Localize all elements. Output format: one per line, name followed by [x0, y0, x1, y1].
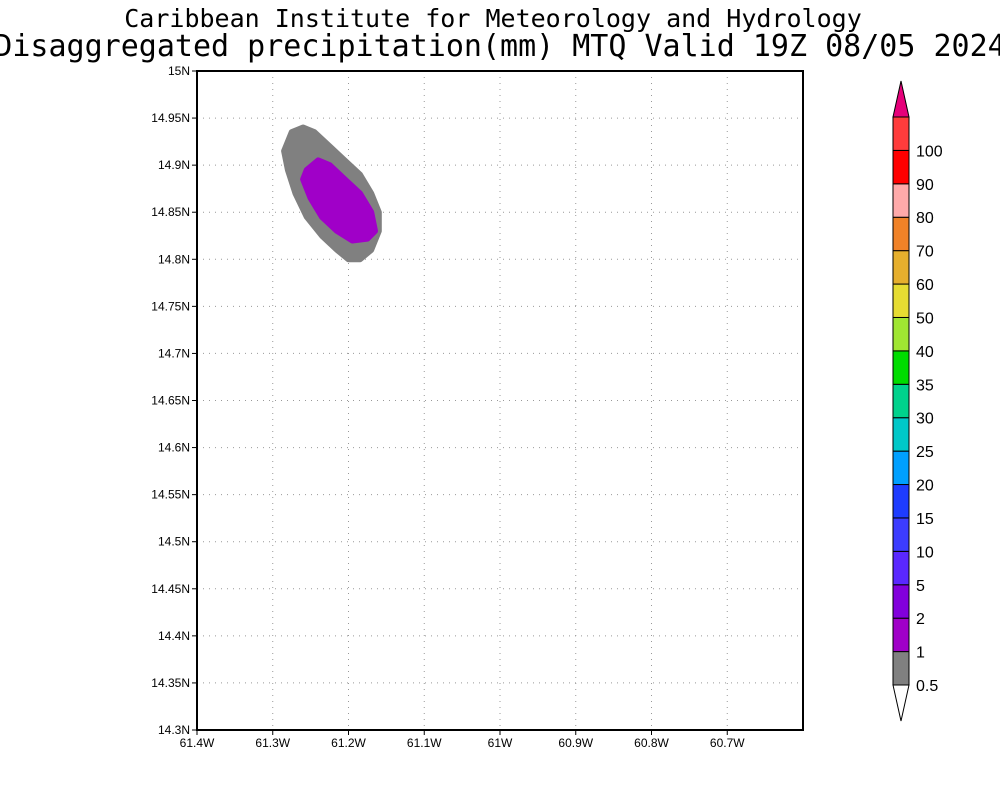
colorbar-label: 0.5	[916, 678, 938, 695]
colorbar-bin	[892, 316, 910, 352]
colorbar-label: 80	[916, 210, 934, 227]
y-tick-label: 14.75N	[151, 299, 190, 313]
y-tick-label: 14.8N	[158, 252, 190, 266]
y-tick-label: 14.3N	[158, 723, 190, 737]
colorbar-bin	[892, 450, 910, 486]
colorbar-bin	[892, 651, 910, 686]
colorbar-label: 5	[916, 578, 925, 595]
colorbar-label: 40	[916, 344, 934, 361]
colorbar-over-arrow	[892, 80, 910, 118]
y-tick-label: 14.7N	[158, 346, 190, 360]
y-tick-label: 14.55N	[151, 488, 190, 502]
colorbar-label: 50	[916, 310, 934, 327]
colorbar-bin	[892, 283, 910, 318]
colorbar-label: 2	[916, 611, 925, 628]
title-line-2: Disaggregated precipitation(mm) MTQ Vali…	[0, 29, 1000, 64]
y-tick-label: 14.6N	[158, 441, 190, 455]
y-tick-label: 14.65N	[151, 394, 190, 408]
colorbar-bin	[892, 383, 910, 419]
title-line-1: Caribbean Institute for Meteorology and …	[124, 4, 862, 33]
colorbar-bin	[892, 216, 910, 252]
colorbar-bin	[892, 484, 910, 519]
colorbar-bin	[892, 149, 910, 185]
x-tick-label: 61.4W	[180, 736, 215, 750]
colorbar-label: 30	[916, 411, 934, 428]
colorbar-label: 10	[916, 544, 934, 561]
colorbar-bin	[892, 550, 910, 586]
y-tick-label: 14.9N	[158, 158, 190, 172]
y-axis-ticks: 14.3N 14.35N 14.4N 14.45N 14.5N 14.55N 14.6N 14…	[151, 64, 197, 737]
colorbar-label: 1	[916, 645, 925, 662]
colorbar-bin	[892, 116, 910, 151]
x-tick-label: 60.9W	[558, 736, 593, 750]
x-tick-label: 61.1W	[407, 736, 442, 750]
y-tick-label: 14.95N	[151, 111, 190, 125]
colorbar-bin	[892, 417, 910, 452]
contour-1-2	[300, 157, 378, 244]
colorbar-bin	[892, 250, 910, 285]
x-tick-label: 60.8W	[634, 736, 669, 750]
colorbar-label: 20	[916, 478, 934, 495]
x-tick-label: 61.2W	[331, 736, 366, 750]
x-axis-ticks: 61.4W 61.3W 61.2W 61.1W 61W 60.9W 60.8W 60.7W	[180, 730, 745, 750]
colorbar-label: 100	[916, 143, 943, 160]
colorbar-label: 25	[916, 444, 934, 461]
precipitation-contours	[281, 124, 382, 263]
y-tick-label: 14.45N	[151, 582, 190, 596]
x-tick-label: 61.3W	[255, 736, 290, 750]
y-tick-label: 14.4N	[158, 629, 190, 643]
colorbar-bin	[892, 350, 910, 385]
y-tick-label: 14.5N	[158, 535, 190, 549]
x-tick-label: 61W	[488, 736, 513, 750]
grid-lines	[197, 71, 803, 730]
x-tick-label: 60.7W	[710, 736, 745, 750]
colorbar-under-arrow	[892, 684, 910, 722]
colorbar-bin	[892, 517, 910, 552]
y-tick-label: 14.35N	[151, 676, 190, 690]
colorbar-label: 15	[916, 511, 934, 528]
colorbar-bin	[892, 584, 910, 619]
y-tick-label: 14.85N	[151, 205, 190, 219]
colorbar-label: 90	[916, 177, 934, 194]
colorbar-label: 60	[916, 277, 934, 294]
y-tick-label: 15N	[168, 64, 190, 78]
colorbar-bin	[892, 183, 910, 218]
colorbar-label: 35	[916, 377, 934, 394]
colorbar-bin	[892, 617, 910, 653]
colorbar-label: 70	[916, 244, 934, 261]
